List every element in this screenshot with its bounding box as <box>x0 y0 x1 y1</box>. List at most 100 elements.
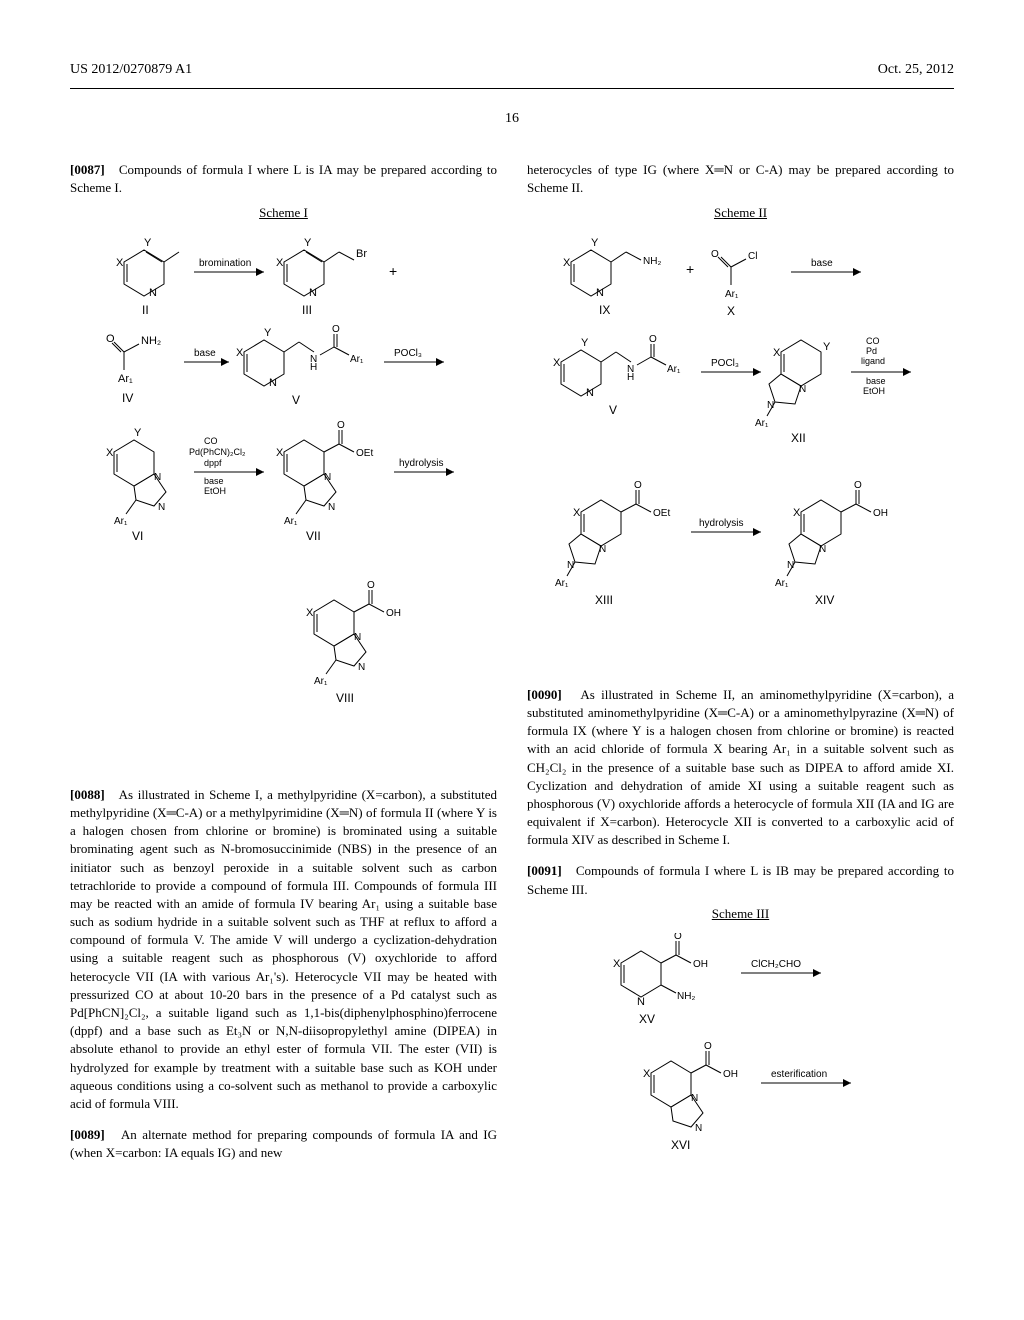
svg-text:X: X <box>793 507 801 519</box>
svg-text:Cl: Cl <box>748 251 757 262</box>
svg-text:OH: OH <box>873 508 888 519</box>
svg-text:H: H <box>627 372 634 383</box>
svg-text:NH₂: NH₂ <box>643 256 661 267</box>
para-num: [0089] <box>70 1127 105 1142</box>
patent-date: Oct. 25, 2012 <box>878 60 954 80</box>
svg-text:EtOH: EtOH <box>863 386 885 396</box>
svg-text:X: X <box>613 958 621 970</box>
para-text: As illustrated in Scheme II, an aminomet… <box>527 687 954 848</box>
svg-text:X: X <box>116 257 124 269</box>
para-text: heterocycles of type IG (where X═N or C-… <box>527 162 954 195</box>
svg-text:V: V <box>292 393 300 407</box>
svg-text:N: N <box>819 544 826 555</box>
svg-text:X: X <box>276 447 284 459</box>
svg-text:XV: XV <box>639 1012 655 1026</box>
para-num: [0087] <box>70 162 105 177</box>
svg-text:III: III <box>302 303 312 317</box>
svg-text:X: X <box>306 607 314 619</box>
svg-text:N: N <box>154 472 161 483</box>
svg-text:N: N <box>586 387 594 399</box>
svg-text:dppf: dppf <box>204 458 222 468</box>
svg-text:XIII: XIII <box>595 593 613 607</box>
svg-text:POCl₃: POCl₃ <box>394 348 422 359</box>
svg-text:Y: Y <box>823 341 831 353</box>
svg-text:NH₂: NH₂ <box>141 335 161 347</box>
svg-text:Ar₁: Ar₁ <box>118 373 133 385</box>
svg-text:+: + <box>389 263 397 279</box>
svg-text:EtOH: EtOH <box>204 486 226 496</box>
svg-text:OH: OH <box>386 608 401 619</box>
svg-text:ligand: ligand <box>861 356 885 366</box>
svg-text:Ar₁: Ar₁ <box>555 578 569 589</box>
para-num: [0090] <box>527 687 562 702</box>
paragraph-89: [0089] An alternate method for preparing… <box>70 1126 497 1162</box>
left-column: [0087] Compounds of formula I where L is… <box>70 148 497 1167</box>
svg-text:VIII: VIII <box>336 691 354 705</box>
svg-text:N: N <box>596 287 604 299</box>
svg-text:O: O <box>704 1041 712 1052</box>
svg-text:IX: IX <box>599 303 610 317</box>
patent-number: US 2012/0270879 A1 <box>70 60 192 80</box>
svg-text:base: base <box>204 476 224 486</box>
scheme-1-diagram: N X Y II bromination N X Y <box>70 232 497 772</box>
svg-text:VI: VI <box>132 529 143 543</box>
svg-text:+: + <box>686 261 694 277</box>
svg-text:X: X <box>727 304 735 318</box>
svg-text:N: N <box>637 996 645 1008</box>
svg-text:N: N <box>799 384 806 395</box>
svg-text:II: II <box>142 303 149 317</box>
svg-text:X: X <box>553 357 561 369</box>
svg-text:N: N <box>691 1093 698 1104</box>
svg-text:O: O <box>337 420 345 431</box>
svg-text:IV: IV <box>122 391 133 405</box>
svg-text:X: X <box>276 257 284 269</box>
svg-text:Ar₁: Ar₁ <box>755 418 769 429</box>
svg-text:Y: Y <box>264 327 272 339</box>
svg-text:O: O <box>332 324 340 335</box>
scheme-3-title: Scheme III <box>527 905 954 923</box>
svg-text:XIV: XIV <box>815 593 834 607</box>
svg-text:O: O <box>711 249 719 260</box>
para-num: [0091] <box>527 863 562 878</box>
right-column: heterocycles of type IG (where X═N or C-… <box>527 148 954 1167</box>
scheme-2-title: Scheme II <box>527 204 954 222</box>
svg-text:hydrolysis: hydrolysis <box>399 458 443 469</box>
svg-text:N: N <box>309 287 317 299</box>
svg-text:N: N <box>358 662 365 673</box>
patent-header: US 2012/0270879 A1 Oct. 25, 2012 <box>70 60 954 80</box>
svg-text:Y: Y <box>591 237 599 249</box>
svg-text:Pd: Pd <box>866 346 877 356</box>
svg-text:base: base <box>811 258 833 269</box>
svg-text:Br: Br <box>356 248 367 260</box>
svg-text:O: O <box>634 480 642 491</box>
para-text: As illustrated in Scheme I, a methylpyri… <box>70 787 497 1111</box>
svg-text:X: X <box>573 507 581 519</box>
svg-text:bromination: bromination <box>199 258 251 269</box>
svg-text:N: N <box>158 502 165 513</box>
svg-text:VII: VII <box>306 529 321 543</box>
svg-text:N: N <box>354 632 361 643</box>
svg-text:base: base <box>194 348 216 359</box>
para-text: Compounds of formula I where L is IB may… <box>527 863 954 896</box>
svg-text:Y: Y <box>134 427 142 439</box>
svg-text:CO: CO <box>204 436 218 446</box>
svg-text:V: V <box>609 403 617 417</box>
svg-text:N: N <box>149 287 157 299</box>
svg-text:N: N <box>695 1123 702 1134</box>
svg-text:XII: XII <box>791 431 806 445</box>
svg-text:Y: Y <box>304 237 312 249</box>
svg-text:hydrolysis: hydrolysis <box>699 518 743 529</box>
svg-text:N: N <box>324 472 331 483</box>
paragraph-87: [0087] Compounds of formula I where L is… <box>70 161 497 197</box>
svg-text:N: N <box>599 544 606 555</box>
svg-text:O: O <box>106 333 115 345</box>
para-text: Compounds of formula I where L is IA may… <box>70 162 497 195</box>
para-num: [0088] <box>70 787 105 802</box>
svg-text:OEt: OEt <box>356 448 373 459</box>
scheme-1-title: Scheme I <box>70 204 497 222</box>
scheme-2-diagram: N X Y NH₂ IX + O Cl Ar₁ X <box>527 232 954 672</box>
text-columns: [0087] Compounds of formula I where L is… <box>70 148 954 1167</box>
paragraph-88: [0088] As illustrated in Scheme I, a met… <box>70 786 497 1113</box>
svg-text:XVI: XVI <box>671 1138 690 1152</box>
svg-text:N: N <box>269 377 277 389</box>
